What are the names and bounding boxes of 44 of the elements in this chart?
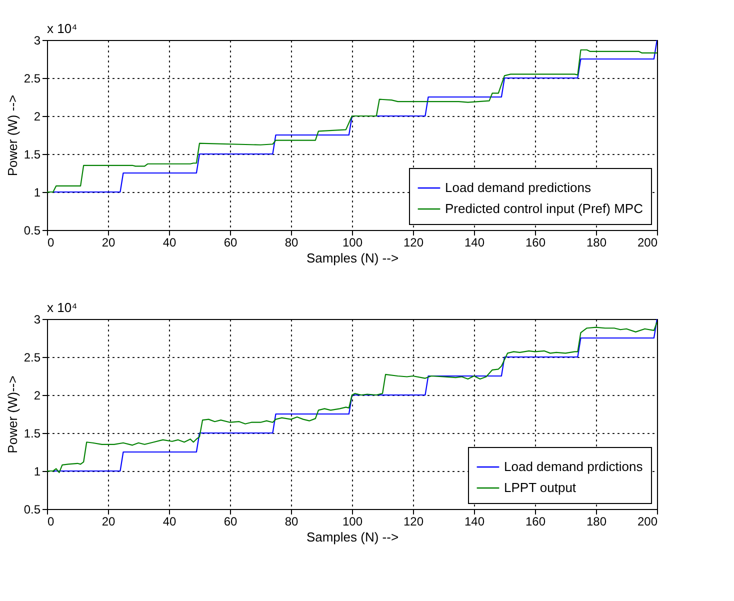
x-tick-label: 160 (525, 514, 546, 528)
x-tick-label: 180 (586, 236, 607, 250)
y-axis-title: Power (W)--> (4, 376, 20, 454)
x-tick-label: 40 (162, 236, 176, 250)
x-tick-label: 200 (637, 236, 658, 250)
x-axis-title: Samples (N) --> (306, 250, 399, 266)
legend-label: Load demand predictions (445, 180, 592, 195)
x-tick-label: 0 (48, 514, 54, 528)
x-tick-label: 80 (284, 514, 298, 528)
x-tick-label: 0 (48, 236, 54, 250)
x-tick-label: 200 (637, 514, 658, 528)
y-tick-label: 1 (34, 464, 41, 478)
x-tick-label: 180 (586, 514, 607, 528)
y-tick-label: 2.5 (24, 72, 41, 86)
x-axis-title: Samples (N) --> (306, 530, 399, 544)
x-tick-label: 60 (224, 236, 238, 250)
y-tick-label: 2 (34, 110, 41, 124)
x-tick-label: 20 (102, 236, 116, 250)
x-tick-label: 140 (464, 236, 485, 250)
x-tick-label: 100 (342, 514, 363, 528)
text: x 10⁴ (47, 300, 78, 315)
y-tick-label: 3 (34, 34, 41, 48)
x-tick-label: 120 (403, 236, 424, 250)
y-tick-label: 2.5 (24, 350, 41, 364)
y-tick-label: 0.5 (24, 502, 41, 516)
x-tick-label: 120 (403, 514, 424, 528)
y-axis-title: Power (W) --> (4, 94, 20, 176)
y-tick-label: 3 (34, 312, 41, 326)
x-tick-label: 40 (162, 514, 176, 528)
y-tick-label: 1 (34, 186, 41, 200)
y-tick-label: 1.5 (24, 426, 41, 440)
legend-label: LPPT output (504, 480, 576, 495)
x-tick-label: 100 (342, 236, 363, 250)
x-tick-label: 20 (102, 514, 116, 528)
x-tick-label: 60 (224, 514, 238, 528)
x-tick-label: 160 (525, 236, 546, 250)
x-tick-label: 80 (284, 236, 298, 250)
x-tick-label: 140 (464, 514, 485, 528)
y-tick-label: 1.5 (24, 148, 41, 162)
y-tick-label: 2 (34, 388, 41, 402)
text: x 10⁴ (47, 21, 78, 36)
legend-label: Load demand prdictions (504, 459, 644, 474)
legend-label: Predicted control input (Pref) MPC (445, 201, 643, 216)
y-tick-label: 0.5 (24, 224, 41, 238)
